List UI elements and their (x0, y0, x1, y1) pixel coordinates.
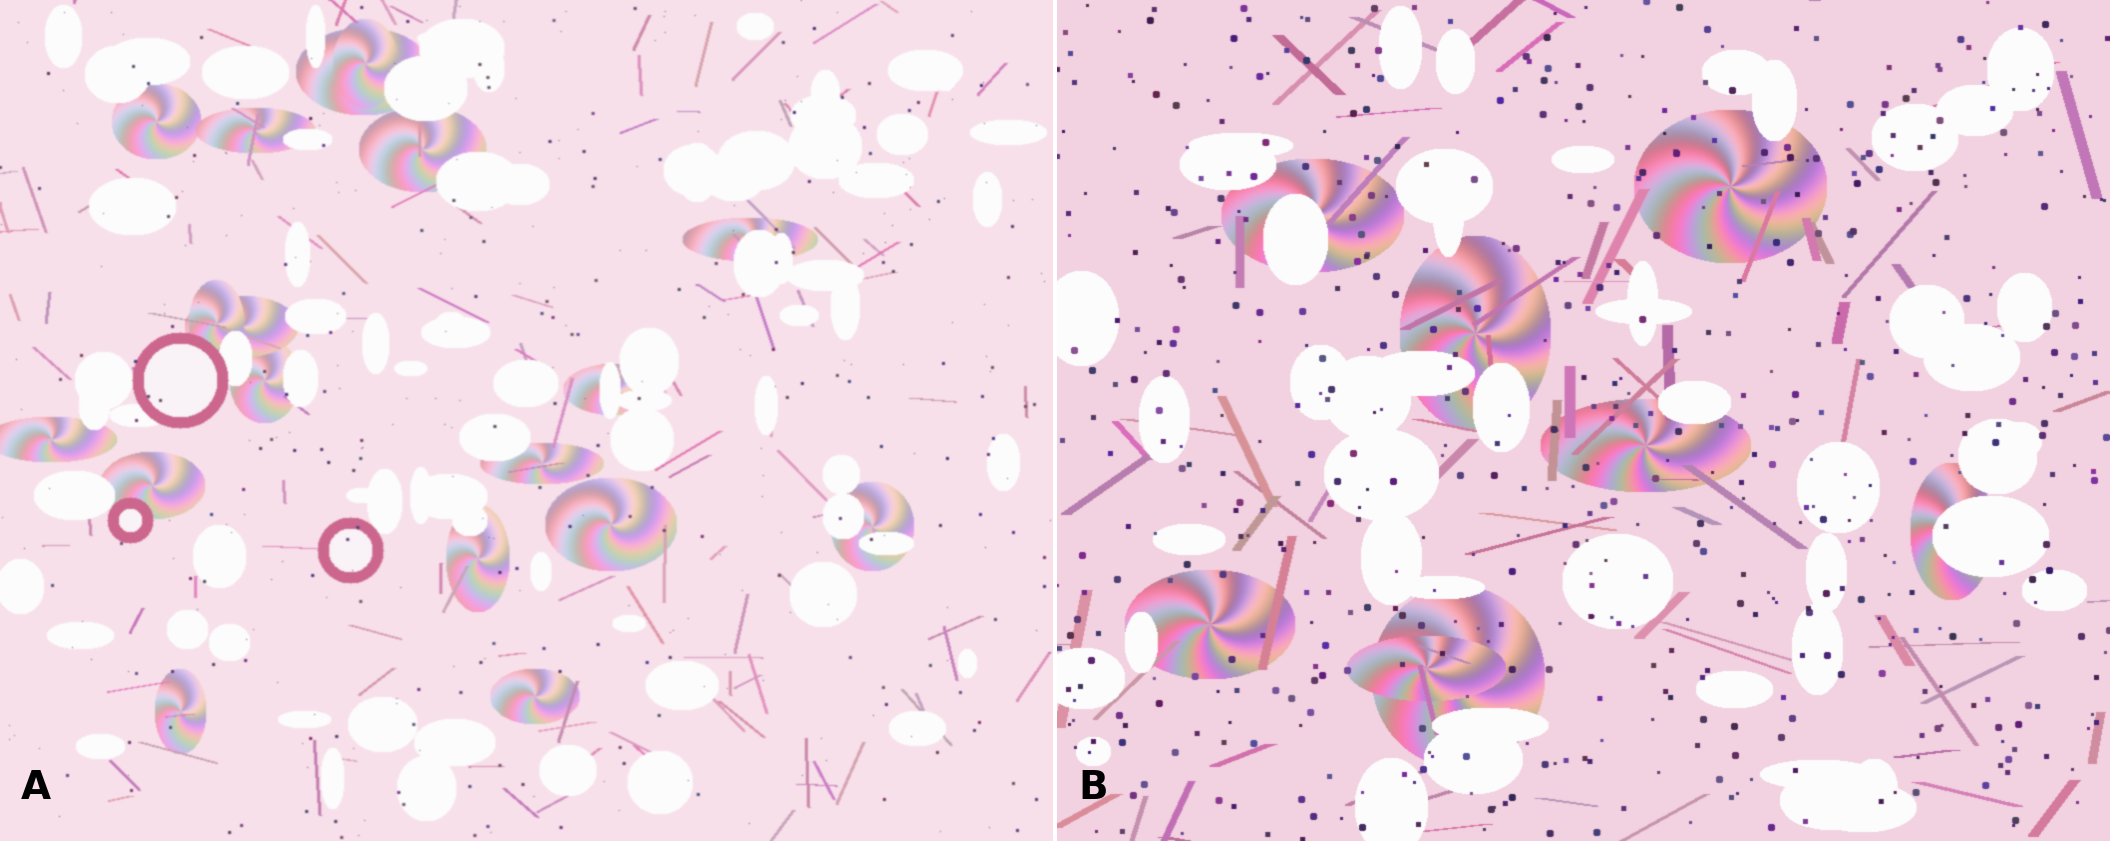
Text: A: A (21, 770, 51, 807)
Text: B: B (1078, 770, 1108, 807)
